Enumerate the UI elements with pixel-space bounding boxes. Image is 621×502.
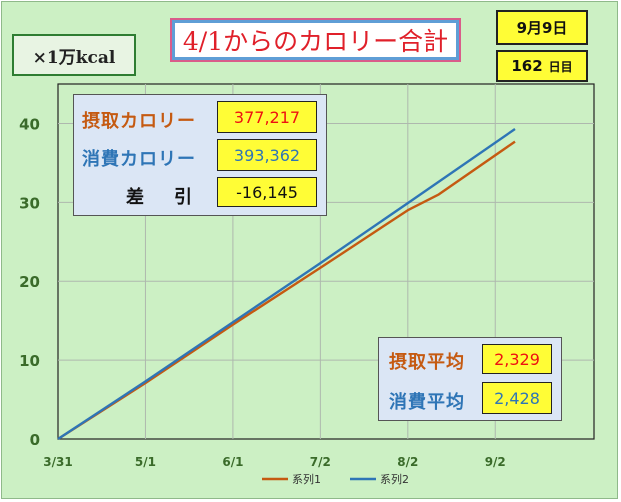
totals-panel: 摂取カロリー 377,217 消費カロリー 393,362 差 引 -16,14…	[73, 94, 327, 216]
legend-label-2: 系列2	[380, 472, 409, 486]
x-axis-ticks: 3/31 5/1 6/1 7/2 8/2 9/2	[43, 455, 506, 469]
y-tick-label: 20	[19, 273, 40, 291]
y-tick-label: 30	[19, 194, 40, 212]
averages-panel: 摂取平均 2,329 消費平均 2,428	[378, 337, 562, 421]
date-label: 9月9日	[496, 10, 588, 45]
series-lines	[57, 128, 516, 441]
series-line-1	[57, 140, 516, 441]
x-tick-label: 5/1	[135, 455, 156, 469]
unit-label: ×1万kcal	[12, 34, 136, 76]
x-tick-label: 9/2	[485, 455, 506, 469]
y-tick-label: 40	[19, 115, 40, 133]
burn-total-label: 消費カロリー	[82, 149, 196, 170]
legend: 系列1 系列2	[262, 472, 409, 486]
intake-average-value: 2,329	[482, 344, 552, 374]
y-axis-ticks: 0 10 20 30 40	[19, 115, 40, 449]
x-tick-label: 7/2	[310, 455, 331, 469]
y-tick-label: 10	[19, 352, 40, 370]
day-count: 162	[511, 57, 543, 75]
difference-value: -16,145	[217, 177, 317, 207]
y-tick-label: 0	[30, 431, 40, 449]
x-tick-label: 6/1	[222, 455, 243, 469]
burn-average-label: 消費平均	[389, 392, 465, 413]
chart-title-box: 4/1からのカロリー合計	[170, 18, 461, 62]
intake-average-label: 摂取平均	[389, 352, 465, 373]
chart-title: 4/1からのカロリー合計	[182, 27, 449, 56]
x-tick-label: 3/31	[43, 455, 72, 469]
x-tick-label: 8/2	[397, 455, 418, 469]
burn-average-value: 2,428	[482, 382, 552, 414]
difference-label: 差 引	[126, 187, 198, 208]
legend-label-1: 系列1	[292, 472, 321, 486]
intake-total-value: 377,217	[217, 101, 317, 133]
series-line-2	[57, 128, 516, 441]
intake-total-label: 摂取カロリー	[82, 111, 196, 132]
day-suffix: 日目	[548, 59, 573, 74]
burn-total-value: 393,362	[217, 139, 317, 171]
day-count-box: 162 日目	[496, 50, 588, 82]
